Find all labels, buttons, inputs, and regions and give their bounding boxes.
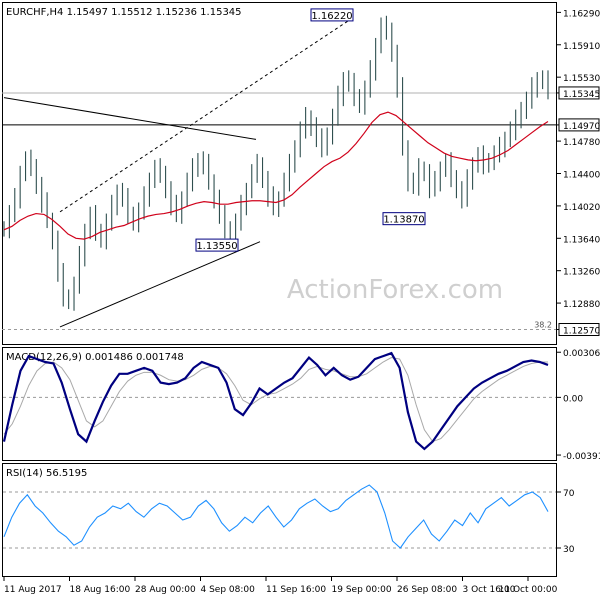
price-y-tick-label: 1.14400 (563, 171, 600, 181)
label-layer: 38.2 1.16220 1.13550 1.13870 (195, 8, 552, 330)
x-axis-tick-label: 3 Oct 16:00 (463, 585, 516, 595)
rsi-y-tick-label: 70 (563, 489, 575, 499)
x-axis-tick-label: 19 Sep 00:00 (332, 585, 392, 595)
price-y-tick-label: 1.12880 (563, 300, 600, 310)
x-axis-tick-label: 11 Oct 00:00 (499, 585, 558, 595)
price-annotation-box (195, 238, 239, 252)
price-level-tag-box (558, 118, 600, 132)
moving-average-line (3, 111, 549, 240)
price-annotation: 1.13870 (383, 215, 424, 226)
indicator-layer (2, 351, 549, 549)
price-panel-frame (2, 2, 557, 345)
x-axis-tick-label: 28 Aug 00:00 (135, 585, 196, 595)
macd-y-tick-label: -0.003914 (563, 452, 600, 462)
x-axis-tick-label: 11 Aug 2017 (4, 585, 62, 595)
x-axis-tick-label: 26 Sep 08:00 (397, 585, 457, 595)
price-bars-layer (3, 15, 549, 311)
x-axis-tick-label: 18 Aug 16:00 (70, 585, 131, 595)
price-y-tick-label: 1.14780 (563, 138, 600, 148)
price-y-tick-label: 1.15345 (563, 90, 600, 100)
x-axis-tick-label: 4 Sep 08:00 (201, 585, 256, 595)
resistance-trendline (3, 97, 257, 140)
macd-y-tick-label: 0.00 (563, 394, 583, 404)
price-y-tick-label: 1.13640 (563, 235, 600, 245)
grid-layer (2, 92, 556, 549)
rsi-line (3, 484, 549, 549)
price-annotation-box (382, 212, 426, 226)
price-y-tick-label: 1.13260 (563, 268, 600, 278)
macd-signal-line (3, 357, 548, 443)
price-annotation: 1.13550 (196, 241, 237, 252)
price-y-tick-label: 1.14970 (563, 122, 600, 132)
price-annotation: 1.16220 (311, 11, 352, 22)
watermark-text: ActionForex.com (287, 275, 503, 305)
price-y-tick-label: 1.12570 (563, 327, 600, 337)
macd-header: MACD(12,26,9) 0.001486 0.001748 (6, 352, 184, 363)
price-y-tick-label: 1.15910 (563, 42, 600, 52)
rsi-y-tick-label: 30 (563, 545, 575, 555)
macd-line (2, 351, 549, 451)
macd-y-tick-label: 0.003063 (563, 349, 600, 359)
macd-panel-frame (2, 347, 557, 461)
rsi-header: RSI(14) 56.5195 (6, 468, 87, 479)
trendline-layer (3, 17, 353, 328)
price-level-tag-box (558, 323, 600, 337)
price-y-tick-label: 1.15530 (563, 74, 600, 84)
rsi-panel-frame (2, 463, 557, 577)
price-y-tick-label: 1.16290 (563, 9, 600, 19)
support-trendline (59, 241, 261, 328)
price-annotation-box (310, 8, 354, 22)
axis-layer: 1.16290 1.15910 1.15530 1.15345 1.14970 1.147… (3, 9, 600, 595)
price-level-tag-box (558, 86, 600, 100)
price-header: EURCHF,H4 1.15497 1.15512 1.15236 1.1534… (6, 7, 242, 18)
channel-dashed-line (59, 17, 353, 213)
moving-average-layer (3, 111, 549, 240)
x-axis-tick-label: 11 Sep 16:00 (266, 585, 326, 595)
fib-level-label: 38.2 (534, 321, 552, 330)
price-y-tick-label: 1.14020 (563, 203, 600, 213)
